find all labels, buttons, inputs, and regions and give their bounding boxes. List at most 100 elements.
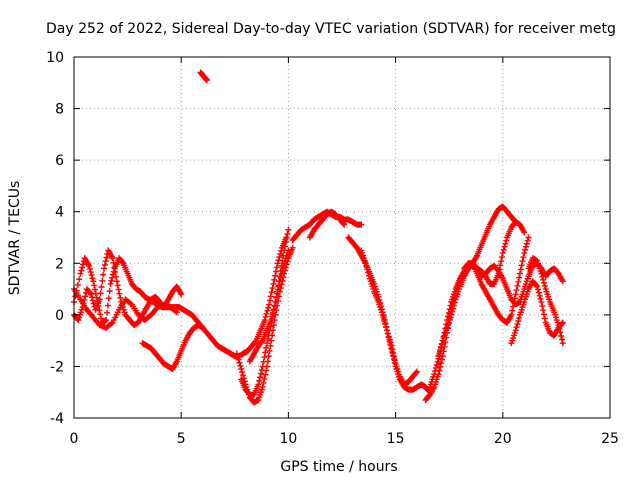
data-point [277,268,284,275]
data-point [100,271,107,278]
data-point [503,237,510,244]
data-point [381,318,388,325]
data-point [525,234,532,241]
data-point [259,384,266,391]
data-point [274,260,281,267]
data-point [386,336,393,343]
data-point [258,367,265,374]
x-tick-label: 5 [177,431,186,447]
data-point [107,280,114,287]
y-tick-label: -4 [50,411,64,427]
series-t12 [358,247,421,388]
data-point [519,258,526,265]
data-point [104,302,111,309]
data-point [533,282,540,289]
data-point [236,359,243,366]
data-point [509,307,516,314]
series-t4 [139,322,206,373]
data-point [114,282,121,289]
data-point [540,279,547,286]
data-point [537,295,544,302]
data-point [538,270,545,277]
series-t15 [435,234,532,360]
data-point [74,281,81,288]
data-point [518,262,525,269]
data-point [237,362,244,369]
data-point [558,336,565,343]
series-t19 [542,265,566,285]
data-point [268,289,275,296]
data-point [380,314,387,321]
data-point [266,297,273,304]
data-point [101,261,108,268]
data-point [513,324,520,331]
y-tick-label: -2 [50,359,64,375]
data-point [262,371,269,378]
data-point [91,282,98,289]
data-point [101,265,108,272]
chart-title: Day 252 of 2022, Sidereal Day-to-day VTE… [46,21,616,37]
data-point [438,360,445,367]
data-point [109,255,116,262]
data-point [341,221,348,228]
data-point [87,290,94,297]
data-point [558,320,565,327]
data-point [451,299,458,306]
data-point [119,259,126,266]
data-point [266,301,273,308]
data-point [261,354,268,361]
series-t18 [525,255,566,347]
data-point [379,311,386,318]
data-point [239,369,246,376]
data-point [540,311,547,318]
series-t1 [71,234,290,360]
data-point [514,321,521,328]
data-point [277,251,284,258]
data-point [285,226,292,233]
data-point [498,258,505,265]
data-point [522,243,529,250]
data-point [557,329,564,336]
data-point [432,364,439,371]
data-point [559,278,566,285]
series-t16 [461,260,549,308]
data-point [266,347,273,354]
data-point [540,276,547,283]
data-point [559,319,566,326]
data-point [98,284,105,291]
data-point [500,246,507,253]
data-point [384,330,391,337]
data-points [71,69,566,406]
x-axis-label: GPS time / hours [280,459,397,475]
data-point [521,229,528,236]
data-point [270,280,277,287]
data-point [268,317,275,324]
data-point [536,292,543,299]
data-point [289,244,296,251]
data-point [111,264,118,271]
data-point [173,309,180,316]
data-point [262,349,269,356]
series-t3 [71,286,180,331]
data-point [203,77,210,84]
data-point [541,282,548,289]
data-point [520,254,527,261]
data-point [383,324,390,331]
x-tick-label: 0 [70,431,79,447]
data-point [87,269,94,276]
series-t10 [306,208,348,241]
data-point [97,311,104,318]
data-point [502,240,509,247]
data-point [413,369,420,376]
data-point [86,265,93,272]
data-point [265,353,272,360]
data-point [391,357,398,364]
data-point [438,343,445,350]
series-t14 [426,219,528,391]
data-point [273,293,280,300]
data-point [450,305,457,312]
data-point [96,296,103,303]
y-tick-label: 2 [55,256,64,272]
y-tick-label: 0 [55,308,64,324]
